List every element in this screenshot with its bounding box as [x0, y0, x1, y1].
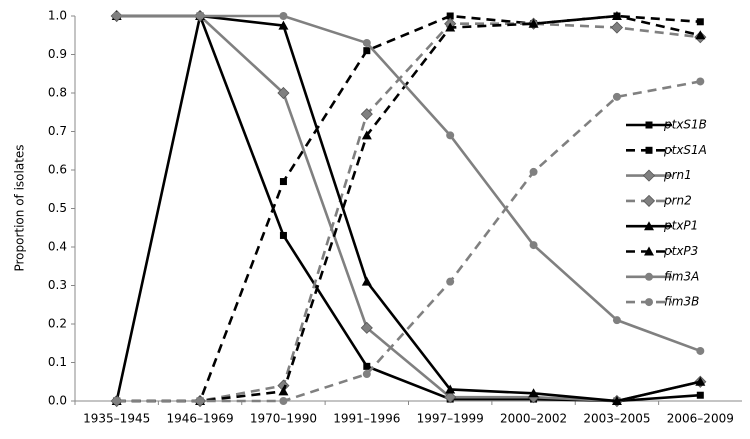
y-tick-label: 0.9 — [48, 47, 67, 61]
marker — [446, 277, 455, 286]
marker — [644, 221, 654, 231]
x-tick-label: 1970–1990 — [250, 412, 317, 426]
y-tick-label: 0.8 — [48, 86, 67, 100]
legend-label: prn2 — [663, 193, 692, 207]
marker — [642, 169, 656, 182]
marker — [445, 384, 456, 394]
marker — [696, 346, 705, 355]
x-tick-label: 2000–2002 — [500, 412, 567, 426]
x-tick-label: 1997–1999 — [417, 412, 484, 426]
marker — [360, 321, 373, 334]
legend-label: ptxS1A — [663, 143, 707, 157]
marker — [696, 391, 704, 399]
marker — [529, 167, 538, 176]
marker — [644, 246, 654, 256]
marker — [446, 12, 454, 20]
marker — [695, 376, 706, 386]
marker — [279, 231, 287, 239]
legend-label: ptxS1B — [663, 118, 707, 132]
marker — [642, 194, 656, 207]
series — [113, 12, 704, 405]
y-tick-label: 0.2 — [48, 317, 67, 331]
marker — [444, 391, 457, 404]
marker — [278, 20, 289, 30]
x-tick-label: 2006–2009 — [667, 412, 734, 426]
y-axis-label: Proportion of isolates — [13, 144, 27, 271]
series — [112, 77, 705, 405]
marker — [611, 11, 622, 20]
marker — [112, 12, 121, 20]
marker — [112, 397, 121, 405]
line — [116, 14, 701, 353]
x-tick-label: 1946–1969 — [167, 412, 234, 426]
marker — [362, 370, 371, 379]
marker — [696, 18, 704, 26]
x-tick-label: 1935–1945 — [83, 412, 150, 426]
marker — [696, 77, 705, 86]
legend-label: ptxP3 — [663, 244, 698, 258]
marker — [445, 22, 456, 32]
y-tick-label: 0.3 — [48, 278, 67, 292]
marker — [446, 131, 455, 140]
y-tick-label: 0.4 — [48, 240, 67, 254]
y-tick-label: 0.5 — [48, 201, 67, 215]
line — [116, 14, 701, 403]
series — [112, 12, 705, 355]
marker — [278, 386, 289, 396]
y-tick-label: 0.7 — [48, 124, 67, 138]
line — [116, 14, 701, 403]
y-tick-label: 0.0 — [48, 394, 67, 408]
marker — [645, 121, 653, 129]
marker — [361, 130, 372, 140]
marker — [362, 38, 371, 47]
marker — [695, 30, 706, 40]
marker — [360, 108, 373, 121]
marker — [612, 316, 621, 325]
legend-label: fim3B — [664, 295, 699, 309]
marker — [529, 241, 538, 250]
marker — [610, 21, 624, 34]
marker — [196, 12, 205, 20]
marker — [645, 146, 653, 154]
marker — [612, 92, 621, 101]
marker — [528, 18, 539, 28]
series — [110, 17, 707, 408]
legend-label: ptxP1 — [663, 219, 698, 233]
marker — [645, 272, 653, 281]
y-tick-label: 0.6 — [48, 163, 67, 177]
marker — [277, 86, 290, 100]
marker — [279, 12, 288, 20]
line — [116, 14, 701, 403]
x-tick-label: 2003–2005 — [583, 412, 650, 426]
x-tick-label: 1991–1996 — [333, 412, 400, 426]
line — [116, 80, 701, 403]
marker — [611, 396, 622, 405]
marker — [645, 298, 653, 307]
marker — [363, 362, 371, 370]
legend-label: fim3A — [664, 269, 699, 283]
legend-label: prn1 — [663, 168, 692, 182]
line — [116, 14, 701, 403]
marker — [196, 397, 205, 405]
series — [113, 11, 704, 405]
line — [116, 22, 701, 403]
marker — [363, 47, 371, 55]
line — [115, 11, 701, 403]
marker — [279, 397, 288, 405]
marker — [361, 276, 372, 286]
marker — [528, 388, 539, 398]
y-tick-label: 1.0 — [48, 9, 67, 23]
y-tick-label: 0.1 — [48, 355, 67, 369]
series — [111, 11, 706, 405]
marker — [279, 178, 287, 186]
